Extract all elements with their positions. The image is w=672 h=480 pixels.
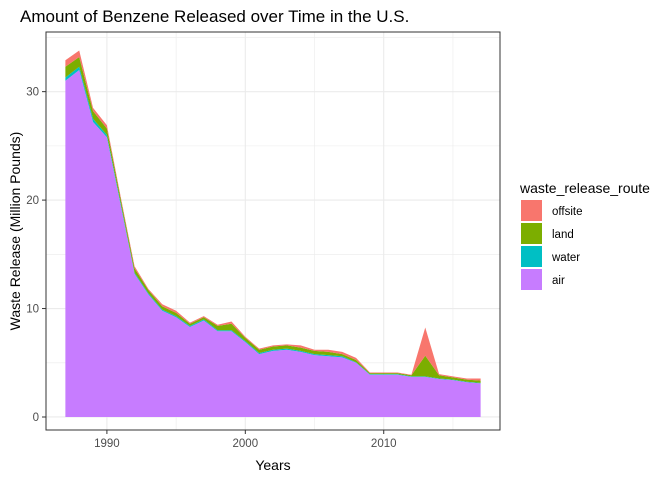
- plot-border: [45, 31, 501, 431]
- area-layers: [65, 50, 481, 417]
- legend-swatch-water: [521, 246, 542, 267]
- legend-swatch-land: [521, 223, 542, 244]
- y-tick-label: 0: [33, 412, 39, 424]
- y-axis-title: Waste Release (Million Pounds): [7, 132, 23, 331]
- chart-title: Amount of Benzene Released over Time in …: [20, 7, 409, 26]
- legend-swatch-offsite: [521, 200, 542, 221]
- y-tick-label: 20: [26, 195, 39, 207]
- x-tick-label: 2010: [371, 438, 397, 450]
- legend-swatch-air: [521, 269, 542, 290]
- legend-label-offsite: offsite: [552, 206, 582, 218]
- y-tick-label: 30: [26, 87, 39, 99]
- x-tick-label: 1990: [94, 438, 120, 450]
- y-axis-ticks: 0 10 20 30: [26, 87, 46, 424]
- y-tick-label: 10: [26, 304, 39, 316]
- legend-label-air: air: [552, 275, 565, 287]
- legend-items: offsite land water air: [521, 200, 582, 290]
- x-axis-ticks: 1990 2000 2010: [94, 430, 397, 450]
- legend-title: waste_release_route: [519, 180, 650, 196]
- area-air: [65, 69, 481, 417]
- legend-label-land: land: [552, 229, 574, 241]
- legend: waste_release_route offsite land water air: [519, 180, 650, 290]
- x-axis-title: Years: [255, 457, 290, 473]
- x-tick-label: 2000: [233, 438, 259, 450]
- legend-label-water: water: [551, 252, 580, 264]
